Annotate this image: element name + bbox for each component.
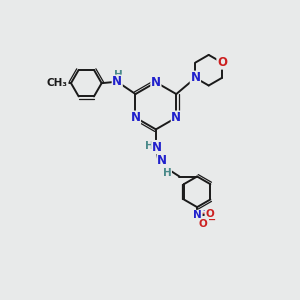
Text: −: −	[208, 215, 216, 225]
Text: H: H	[145, 141, 154, 151]
Text: N: N	[158, 154, 167, 167]
Text: O: O	[217, 56, 227, 69]
Text: N: N	[152, 141, 162, 154]
Text: CH₃: CH₃	[47, 78, 68, 88]
Text: N: N	[112, 75, 122, 88]
Text: O: O	[198, 219, 207, 229]
Text: N: N	[190, 71, 200, 84]
Text: O: O	[205, 209, 214, 220]
Text: H: H	[163, 168, 172, 178]
Text: N: N	[190, 71, 200, 84]
Text: N: N	[151, 76, 161, 89]
Text: N: N	[171, 111, 181, 124]
Text: N: N	[130, 111, 140, 124]
Text: +: +	[202, 208, 208, 214]
Text: N: N	[193, 210, 202, 220]
Text: H: H	[114, 70, 123, 80]
